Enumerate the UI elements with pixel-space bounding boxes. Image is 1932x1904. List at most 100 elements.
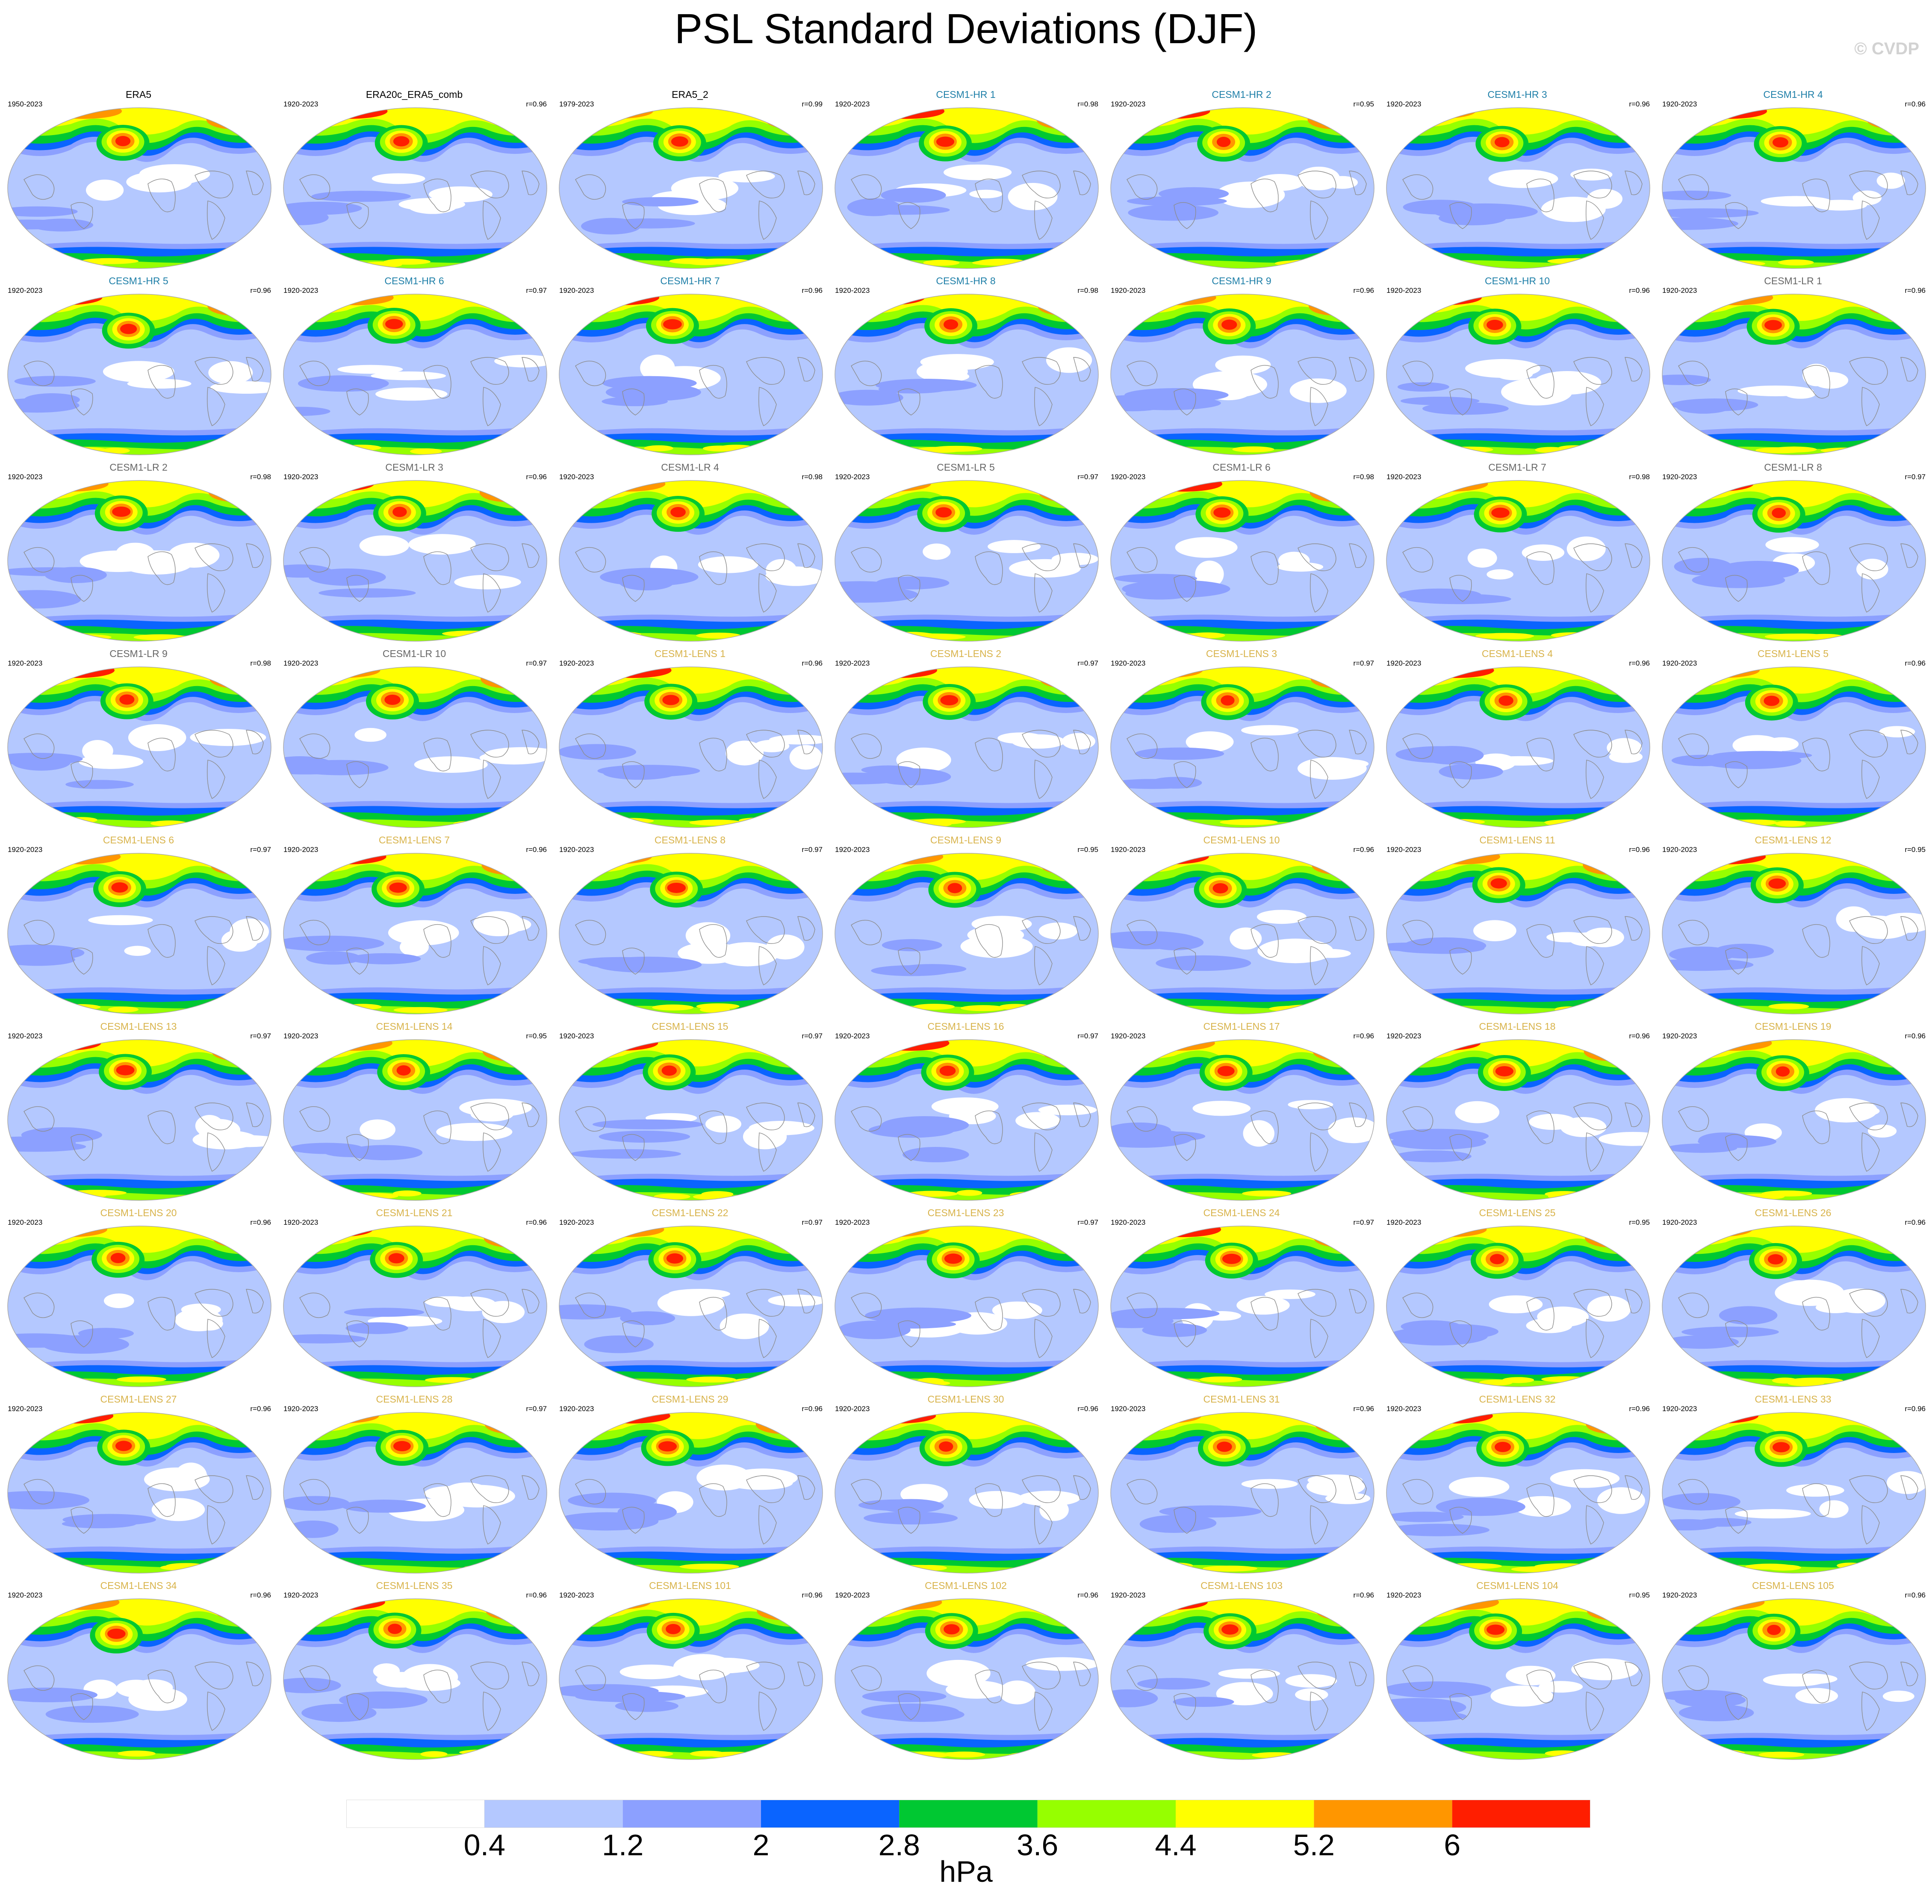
coastline-1 — [622, 575, 645, 602]
coastline-0 — [1402, 174, 1434, 200]
panel-pattern-correlation: r=0.95 — [1353, 100, 1374, 108]
panel-title: CESM1-LENS 4 — [1481, 648, 1553, 659]
low-variability-patch — [720, 1313, 769, 1339]
subtropical-band — [1439, 763, 1503, 780]
low-variability-patch — [371, 371, 446, 380]
map-panel: CESM1-LENS 19 1920-2023 r=0.96 — [1656, 1021, 1930, 1207]
north-band-4.4 — [1111, 853, 1374, 880]
coastline-3 — [1298, 730, 1336, 757]
north-pacific-maximum — [392, 507, 407, 517]
subtropical-band — [559, 744, 637, 760]
subtropical-band — [283, 201, 362, 215]
coastline-0 — [1127, 1292, 1158, 1318]
north-band-4.4 — [559, 667, 823, 694]
psl-stddev-map — [7, 107, 271, 269]
low-variability-patch — [1012, 734, 1065, 749]
north-atlantic-maximum — [1875, 1601, 1926, 1620]
coastline-5 — [1900, 1475, 1918, 1500]
coastline-0 — [1127, 1665, 1158, 1691]
coastline-3 — [1022, 730, 1061, 757]
panel-years: 1920-2023 — [1111, 1218, 1146, 1226]
coastline-0 — [1678, 920, 1709, 946]
coastline-2 — [699, 1483, 727, 1517]
coastline-5 — [1900, 1102, 1918, 1127]
coastline-0 — [1678, 360, 1709, 386]
coastline-4 — [483, 760, 501, 799]
map-border — [835, 294, 1099, 455]
panel-title: CESM1-LENS 34 — [100, 1580, 177, 1591]
north-pacific-maximum — [119, 694, 135, 705]
panel-title: CESM1-LENS 32 — [1479, 1394, 1556, 1405]
coastline-5 — [246, 1289, 264, 1314]
colorbar-segment — [484, 1800, 623, 1828]
subtropical-band — [1386, 1681, 1491, 1698]
north-pacific-maximum — [1213, 507, 1231, 518]
coastline-4 — [1034, 1692, 1053, 1731]
subtropical-band — [835, 772, 908, 784]
north-pacific-maximum — [116, 1065, 135, 1076]
north-atlantic-maximum — [767, 297, 818, 315]
north-pacific-maximum — [935, 507, 952, 518]
psl-stddev-map — [1662, 1412, 1926, 1574]
coastline-1 — [71, 1693, 93, 1720]
coastline-3 — [1849, 1289, 1888, 1317]
coastline-4 — [1310, 387, 1328, 426]
coastline-1 — [1174, 947, 1196, 975]
low-variability-patch — [1192, 1101, 1251, 1116]
coastline-2 — [975, 551, 1003, 585]
north-pacific-maximum — [1772, 137, 1788, 148]
psl-stddev-map — [1662, 1226, 1926, 1387]
coastline-0 — [1127, 360, 1158, 386]
panel-years: 1920-2023 — [835, 659, 870, 667]
low-variability-patch — [920, 354, 994, 370]
coastline-3 — [1022, 1662, 1061, 1689]
coastline-5 — [1349, 1102, 1367, 1127]
north-pacific-maximum — [1487, 1624, 1505, 1635]
subtropical-band — [292, 760, 389, 775]
subtropical-band — [878, 1499, 944, 1513]
psl-stddev-map — [1662, 107, 1926, 269]
map-panel: CESM1-LENS 21 1920-2023 r=0.96 — [277, 1207, 551, 1394]
panel-pattern-correlation: r=0.96 — [1629, 100, 1650, 108]
panel-title: CESM1-HR 5 — [109, 275, 168, 286]
coastline-5 — [1625, 916, 1643, 941]
north-band-4.4 — [1111, 108, 1374, 135]
north-pacific-maximum — [1494, 1441, 1511, 1452]
psl-stddev-map — [835, 666, 1099, 828]
north-atlantic-maximum — [772, 1229, 823, 1247]
coastline-3 — [1573, 1102, 1612, 1130]
coastline-4 — [1310, 760, 1328, 799]
coastline-1 — [898, 1693, 920, 1720]
panel-title: CESM1-LENS 2 — [930, 648, 1002, 659]
coastline-4 — [758, 1692, 777, 1731]
coastline-1 — [1174, 388, 1196, 416]
coastline-2 — [1802, 1483, 1830, 1517]
low-variability-patch — [128, 724, 186, 752]
coastline-4 — [1861, 1692, 1880, 1731]
low-variability-patch — [728, 1476, 793, 1490]
low-variability-patch — [116, 1680, 157, 1698]
map-border — [1662, 1598, 1926, 1760]
coastline-0 — [575, 174, 606, 200]
panel-pattern-correlation: r=0.97 — [802, 846, 823, 854]
subtropical-band — [1698, 1135, 1777, 1148]
low-variability-patch — [442, 1482, 492, 1507]
coastline-1 — [898, 947, 920, 975]
panel-pattern-correlation: r=0.96 — [802, 1591, 823, 1599]
coastline-5 — [1349, 1475, 1367, 1500]
coastline-4 — [207, 573, 225, 613]
coastline-5 — [246, 1102, 264, 1127]
panel-pattern-correlation: r=0.96 — [1905, 100, 1926, 108]
coastline-1 — [898, 1506, 920, 1534]
map-panel: CESM1-LR 10 1920-2023 r=0.97 — [277, 648, 551, 834]
coastline-5 — [246, 171, 264, 195]
psl-stddev-map — [1110, 1039, 1375, 1201]
north-pacific-maximum — [1764, 320, 1782, 330]
subtropical-band — [1112, 396, 1221, 410]
panel-title: CESM1-LR 4 — [661, 462, 719, 473]
coastline-1 — [898, 202, 920, 229]
coastline-2 — [423, 737, 451, 772]
subtropical-band — [1137, 1678, 1210, 1690]
subtropical-band — [287, 1520, 339, 1538]
subtropical-band — [1135, 747, 1224, 760]
